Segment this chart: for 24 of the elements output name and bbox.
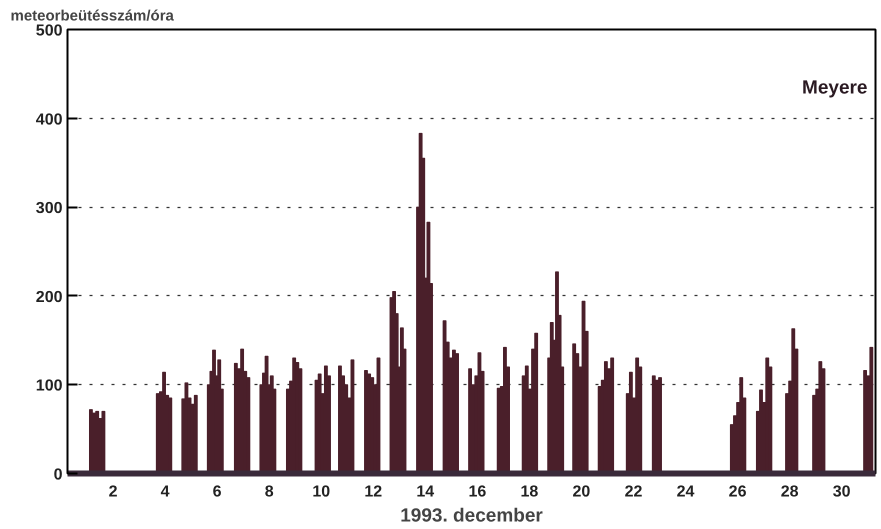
x-axis-title: 1993. december [400, 506, 544, 526]
x-tick-label: 10 [312, 484, 330, 500]
y-tick-label: 100 [36, 378, 63, 395]
y-tick-label: 200 [36, 288, 63, 306]
text: Meyere [802, 78, 868, 98]
x-tick-label: 4 [160, 484, 170, 500]
x-tick-label: 28 [780, 484, 799, 500]
x-tick-label: 26 [728, 484, 747, 500]
x-tick-label: 6 [212, 484, 222, 500]
x-tick-label: 22 [624, 484, 642, 500]
y-tick-label: 500 [36, 22, 63, 40]
x-tick-label: 20 [572, 484, 590, 500]
x-tick-label: 16 [468, 484, 486, 500]
x-tick-label: 8 [264, 484, 274, 500]
y-tick-label: 400 [36, 111, 63, 128]
x-tick-label: 18 [520, 484, 538, 500]
x-tick-label: 12 [364, 484, 382, 500]
x-tick-label: 2 [108, 484, 118, 500]
y-axis-title: meteorbeütésszám/óra [10, 8, 175, 24]
y-tick-label: 0 [54, 466, 63, 484]
y-tick-label: 300 [36, 200, 63, 218]
x-tick-label: 30 [832, 484, 851, 500]
x-tick-label: 24 [676, 484, 695, 500]
x-tick-label: 14 [416, 484, 434, 500]
